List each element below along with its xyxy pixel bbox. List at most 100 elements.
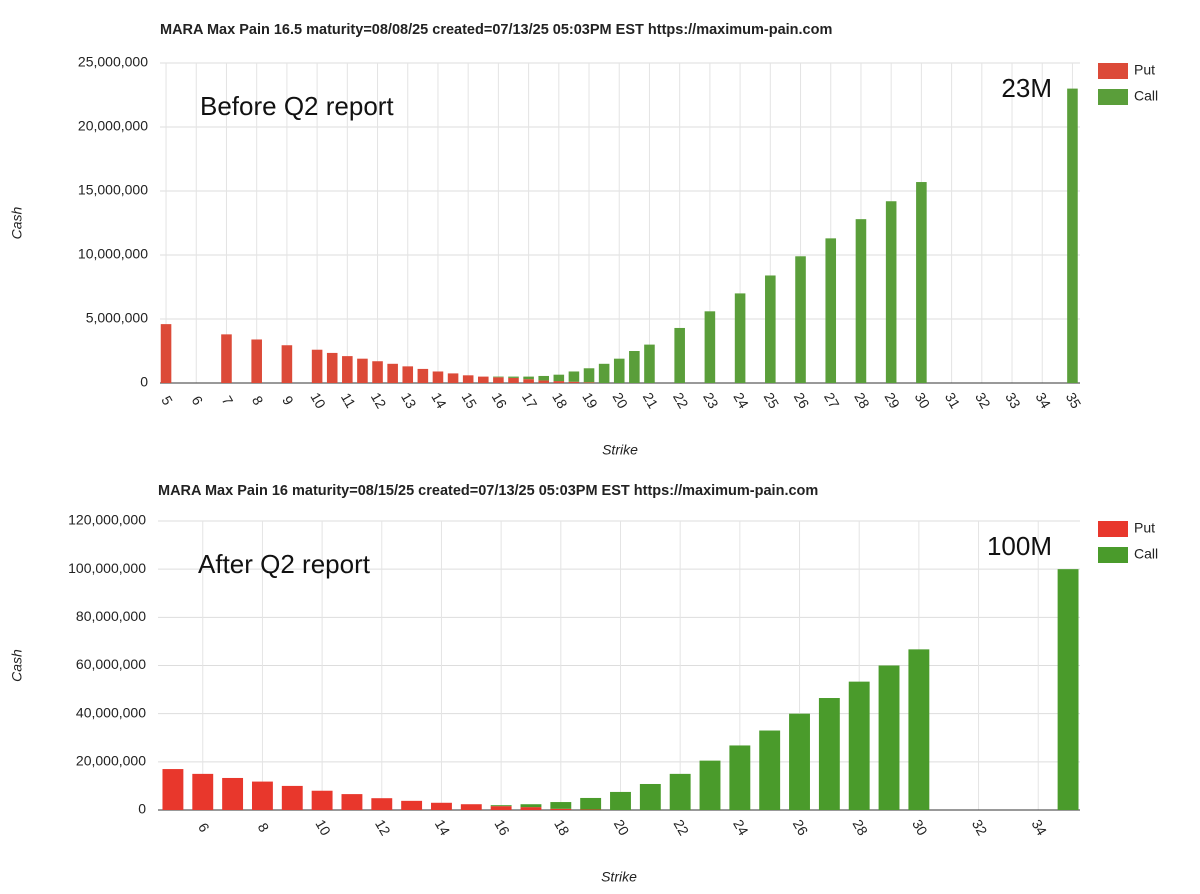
bar-segment <box>1067 88 1078 383</box>
bar-segment <box>1057 569 1079 810</box>
y-tick-label: 60,000,000 <box>76 656 146 672</box>
x-tick-label: 18 <box>549 390 571 412</box>
bar-segment <box>629 351 640 383</box>
bar-segment <box>221 334 232 383</box>
bar-segment <box>341 794 363 810</box>
y-tick-label: 40,000,000 <box>76 704 146 720</box>
legend-swatch <box>1098 547 1128 563</box>
bar-segment <box>568 381 580 383</box>
bar-segment <box>357 358 368 383</box>
y-axis-title: Cash <box>9 649 25 682</box>
x-tick-label: 6 <box>189 393 207 408</box>
legend-swatch <box>1098 521 1128 537</box>
x-tick-label: 26 <box>790 817 812 839</box>
x-tick-label: 7 <box>219 393 237 408</box>
x-tick-label: 8 <box>249 393 267 408</box>
x-tick-label: 12 <box>368 390 390 412</box>
x-tick-label: 28 <box>849 817 871 839</box>
bar-segment <box>734 293 746 383</box>
bar-segment <box>568 371 580 382</box>
bar-segment <box>326 352 338 383</box>
bar-segment <box>162 769 184 810</box>
bar-segment <box>538 375 549 381</box>
y-tick-label: 5,000,000 <box>86 310 148 326</box>
bar-segment <box>251 781 273 810</box>
bar-segment <box>477 376 489 383</box>
bar-segment <box>520 807 542 810</box>
annotation: 23M <box>1001 73 1052 103</box>
annotation: Before Q2 report <box>200 91 394 121</box>
bar-segment <box>462 375 474 383</box>
bar-segment <box>759 730 781 810</box>
x-tick-label: 11 <box>338 390 359 411</box>
bar-segment <box>460 804 482 810</box>
bar-segment <box>401 800 423 810</box>
x-tick-label: 16 <box>491 817 513 839</box>
bar-segment <box>508 377 519 383</box>
x-tick-label: 17 <box>519 390 541 412</box>
bar-segment <box>490 806 512 810</box>
x-tick-label: 22 <box>670 390 692 412</box>
y-tick-label: 80,000,000 <box>76 608 146 624</box>
bar-segment <box>644 344 655 383</box>
bar-segment <box>493 376 504 378</box>
x-tick-label: 16 <box>489 390 511 412</box>
x-tick-label: 34 <box>1029 817 1051 839</box>
x-tick-label: 25 <box>761 390 783 412</box>
bar-segment <box>610 791 631 810</box>
annotation: After Q2 report <box>198 549 371 579</box>
x-axis-title: Strike <box>602 442 638 458</box>
bar-segment <box>818 698 840 810</box>
bar-segment <box>538 380 549 383</box>
x-tick-label: 18 <box>551 817 573 839</box>
x-tick-label: 24 <box>730 817 752 839</box>
bar-segment <box>402 366 414 383</box>
x-tick-label: 20 <box>611 817 633 839</box>
bar-segment <box>613 358 625 383</box>
bar-segment <box>825 238 837 383</box>
bar-segment <box>281 345 293 383</box>
bar-segment <box>908 649 930 810</box>
bar-segment <box>553 374 565 382</box>
bar-segment <box>222 777 244 810</box>
bar-segment <box>387 363 398 383</box>
x-tick-label: 15 <box>458 390 480 412</box>
bar-segment <box>311 790 333 810</box>
bar-segment <box>493 377 504 383</box>
bar-segment <box>447 373 459 383</box>
x-tick-label: 33 <box>1002 390 1024 412</box>
x-tick-label: 24 <box>730 390 752 412</box>
x-tick-label: 14 <box>428 390 450 412</box>
bar-segment <box>523 376 534 380</box>
bar-segment <box>281 785 303 810</box>
bar-segment <box>520 804 542 808</box>
y-tick-label: 15,000,000 <box>78 182 148 198</box>
y-tick-label: 25,000,000 <box>78 54 148 70</box>
x-tick-label: 23 <box>700 390 722 412</box>
bar-segment <box>523 379 534 383</box>
bar-segment <box>490 805 512 807</box>
bar-segment <box>431 802 452 810</box>
bar-segment <box>580 797 602 810</box>
x-tick-label: 21 <box>640 390 662 412</box>
x-tick-label: 28 <box>851 390 873 412</box>
legend-swatch <box>1098 89 1128 105</box>
bar-segment <box>729 745 751 810</box>
y-axis-title: Cash <box>9 206 25 239</box>
x-tick-label: 29 <box>881 390 903 412</box>
bar-segment <box>432 371 444 383</box>
x-tick-label: 19 <box>579 390 601 412</box>
legend-label: Call <box>1134 546 1158 562</box>
bar-segment <box>371 798 393 810</box>
bar-segment <box>553 381 565 383</box>
bar-segment <box>674 327 685 383</box>
x-tick-label: 6 <box>195 820 213 835</box>
bar-segment <box>372 361 383 383</box>
y-tick-label: 120,000,000 <box>68 512 146 528</box>
x-tick-label: 9 <box>279 393 297 408</box>
x-tick-label: 12 <box>372 817 394 839</box>
bar-segment <box>583 368 595 383</box>
x-tick-label: 10 <box>312 817 334 839</box>
bar-segment <box>885 201 897 383</box>
